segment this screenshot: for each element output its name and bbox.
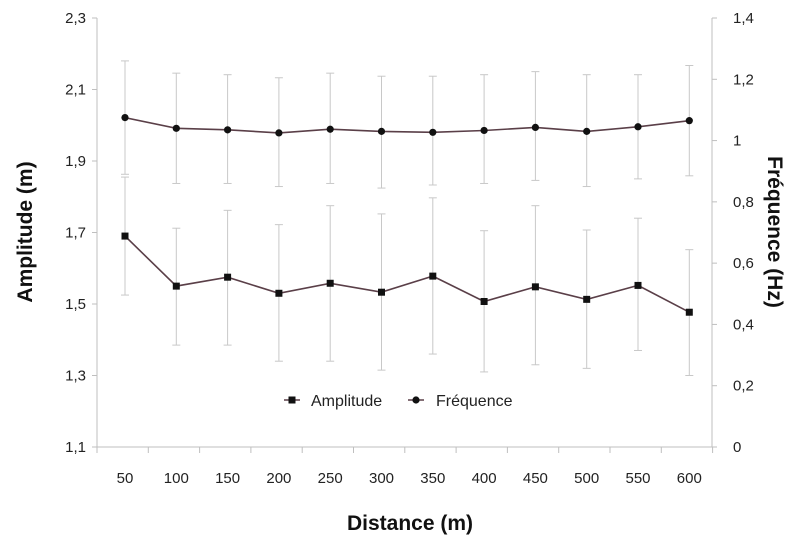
x-tick-label: 200 bbox=[266, 470, 291, 487]
x-tick-label: 250 bbox=[318, 470, 343, 487]
tick-labels: 1,1 1,3 1,5 1,7 1,9 2,1 2,3 0 0,2 0,4 0,6 0,8 1 1,2 1,… bbox=[65, 10, 754, 487]
amplitude-series-line bbox=[124, 235, 690, 313]
frequence-point bbox=[531, 123, 540, 131]
x-tick-label: 350 bbox=[420, 470, 445, 487]
amplitude-point bbox=[429, 272, 437, 280]
y-left-tick-label: 2,3 bbox=[65, 10, 86, 27]
frequence-point bbox=[377, 127, 386, 135]
error-bars bbox=[121, 60, 694, 376]
x-tick-label: 550 bbox=[625, 470, 650, 487]
amplitude-point bbox=[172, 282, 180, 290]
y-left-tick-label: 1,3 bbox=[65, 368, 86, 385]
amplitude-point bbox=[378, 288, 385, 296]
x-tick-label: 100 bbox=[164, 470, 189, 487]
y-left-tick-label: 1,7 bbox=[65, 225, 86, 242]
amplitude-point bbox=[583, 295, 591, 303]
y-right-tick-label: 1,2 bbox=[733, 71, 754, 88]
x-tick-label: 450 bbox=[523, 470, 548, 487]
frequence-point bbox=[429, 128, 437, 136]
frequence-point bbox=[172, 124, 180, 132]
y-right-tick-label: 0,8 bbox=[733, 194, 754, 211]
legend-frequence-label: Fréquence bbox=[436, 393, 513, 410]
frequence-point bbox=[583, 127, 591, 135]
y-left-tick-label: 1,9 bbox=[65, 153, 86, 170]
x-tick-label: 400 bbox=[472, 470, 497, 487]
series-markers bbox=[121, 113, 693, 316]
frequence-point bbox=[634, 123, 642, 131]
chart-axes bbox=[92, 17, 717, 453]
frequence-series-line bbox=[124, 116, 690, 134]
y-left-tick-label: 1,5 bbox=[65, 296, 86, 313]
legend-amplitude-label: Amplitude bbox=[311, 393, 382, 410]
x-axis-title: Distance (m) bbox=[347, 512, 473, 535]
x-tick-label: 600 bbox=[677, 470, 702, 487]
amplitude-point bbox=[531, 283, 539, 291]
legend-frequence-marker bbox=[412, 396, 420, 404]
amplitude-point bbox=[634, 281, 642, 289]
y-right-tick-label: 0,6 bbox=[733, 255, 754, 272]
frequence-point bbox=[275, 129, 283, 137]
frequence-point bbox=[685, 117, 693, 125]
y-axis-left-title: Amplitude (m) bbox=[14, 161, 37, 302]
legend-amplitude-marker bbox=[288, 396, 296, 404]
y-left-tick-label: 2,1 bbox=[65, 82, 86, 99]
frequence-point bbox=[224, 126, 232, 134]
y-right-tick-label: 1,4 bbox=[733, 10, 754, 27]
x-tick-label: 300 bbox=[369, 470, 394, 487]
amplitude-point bbox=[224, 273, 232, 281]
x-tick-label: 500 bbox=[574, 470, 599, 487]
y-right-tick-label: 0 bbox=[733, 439, 741, 456]
amplitude-point bbox=[275, 289, 283, 297]
amplitude-point bbox=[121, 232, 129, 240]
legend: Amplitude Fréquence bbox=[284, 393, 513, 410]
y-right-tick-label: 0,4 bbox=[733, 316, 754, 333]
amplitude-point bbox=[326, 279, 334, 287]
x-tick-label: 50 bbox=[117, 470, 134, 487]
frequence-point bbox=[326, 125, 334, 133]
frequence-point bbox=[480, 126, 488, 135]
y-right-tick-label: 1 bbox=[733, 133, 741, 150]
series-lines bbox=[124, 116, 690, 313]
y-left-tick-label: 1,1 bbox=[65, 439, 86, 456]
y-axis-right-title: Fréquence (Hz) bbox=[763, 156, 786, 308]
amplitude-point bbox=[480, 297, 488, 305]
amplitude-point bbox=[685, 308, 693, 316]
x-tick-label: 150 bbox=[215, 470, 240, 487]
frequence-point bbox=[121, 113, 129, 122]
y-right-tick-label: 0,2 bbox=[733, 378, 754, 395]
